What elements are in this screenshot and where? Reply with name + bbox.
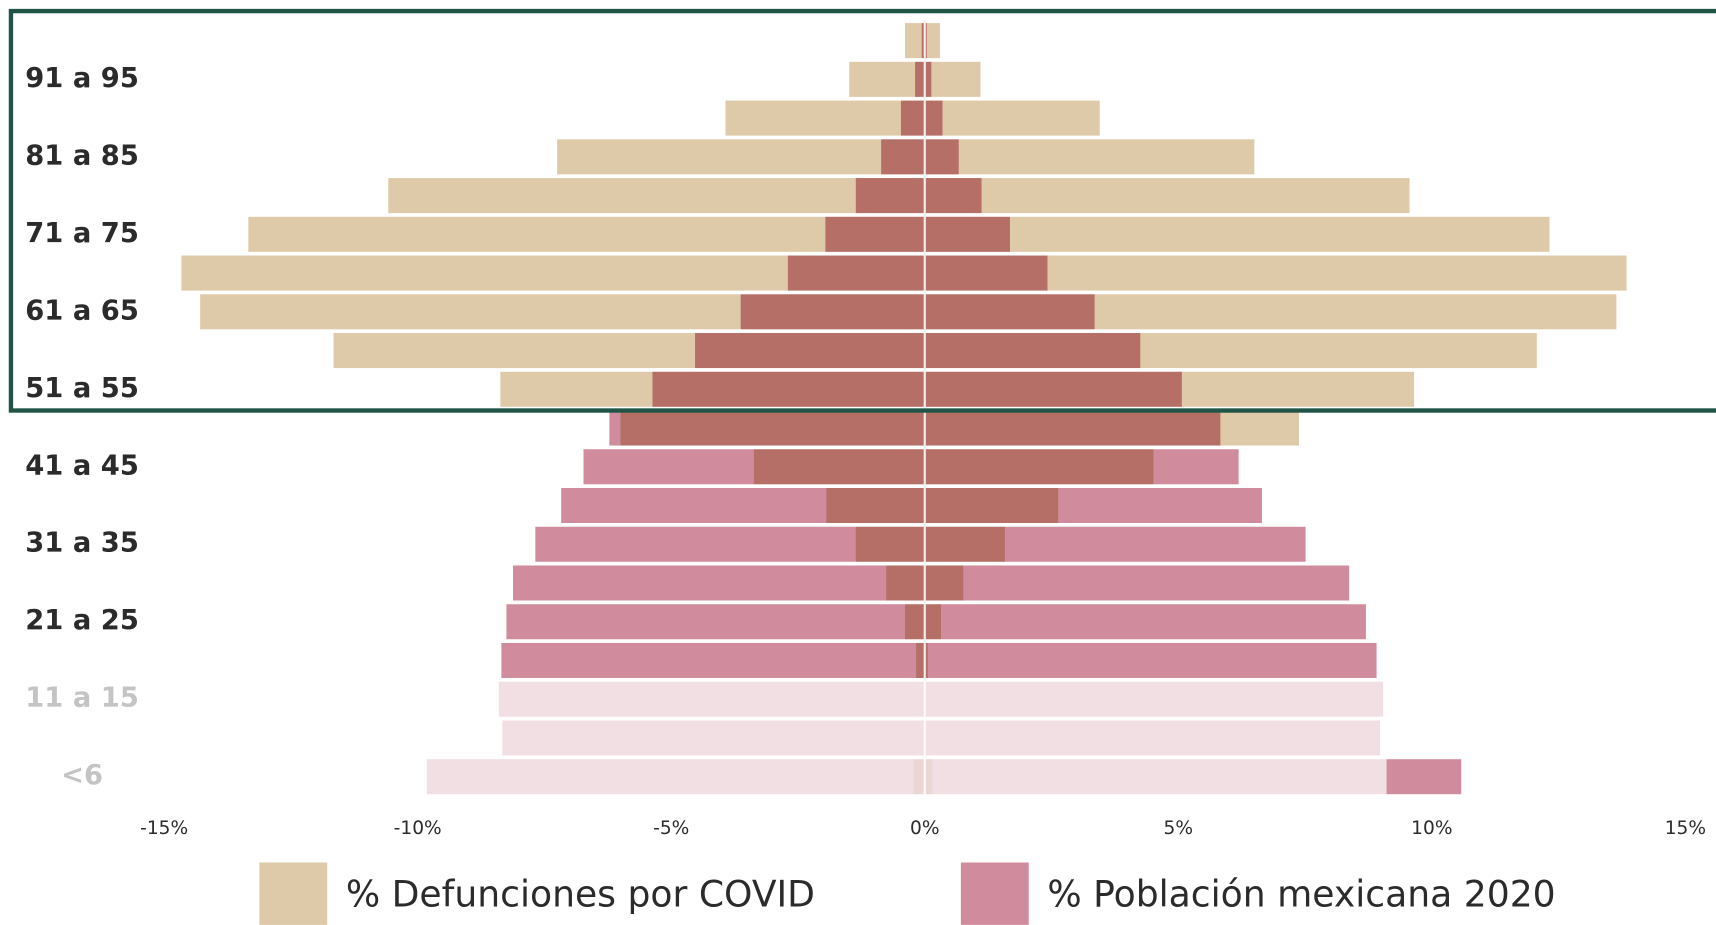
chart: 91 a 95 81 a 85 71 a 75 61 a 65 51 a 55 41 a … — [0, 0, 1716, 925]
legend-swatch — [961, 862, 1029, 924]
bar — [561, 488, 925, 523]
bar — [248, 217, 924, 252]
bar — [609, 411, 924, 446]
bar — [925, 449, 1239, 484]
bar — [925, 139, 1255, 174]
bar — [501, 643, 924, 678]
x-tick-label: -10% — [394, 818, 442, 839]
x-tick-label: -5% — [653, 818, 689, 839]
x-tick-label: 15% — [1665, 818, 1706, 839]
category-label: 81 a 85 — [25, 140, 139, 171]
bar — [725, 101, 924, 136]
bar — [925, 604, 1366, 639]
bar — [925, 372, 1182, 407]
bar — [925, 565, 1349, 600]
category-label: 71 a 75 — [25, 218, 139, 249]
bar — [925, 217, 1550, 252]
fade-overlay — [13, 681, 1386, 801]
bar — [388, 178, 924, 213]
bar — [925, 178, 1410, 213]
bar — [825, 217, 924, 252]
bar — [925, 488, 1262, 523]
category-label: 51 a 55 — [25, 373, 139, 404]
page: {"chart_data": {"type": "pyramid", "cate… — [0, 0, 1716, 925]
bar — [584, 449, 925, 484]
bar — [925, 294, 1095, 329]
bar — [925, 527, 1306, 562]
bar — [849, 62, 925, 97]
bar — [925, 139, 959, 174]
bar — [925, 256, 1048, 291]
bar — [513, 565, 925, 600]
bar — [925, 178, 982, 213]
bar — [915, 62, 925, 97]
bar — [881, 139, 925, 174]
legend-label: % Defunciones por COVID — [346, 872, 815, 915]
bar — [925, 217, 1010, 252]
legend-label: % Población mexicana 2020 — [1047, 872, 1555, 915]
bar — [925, 101, 943, 136]
bar — [856, 178, 925, 213]
bar — [925, 62, 981, 97]
x-tick-label: 5% — [1164, 818, 1193, 839]
category-label: 61 a 65 — [25, 295, 139, 326]
bar — [925, 643, 1377, 678]
x-tick-label: -15% — [140, 818, 188, 839]
bar — [901, 101, 925, 136]
bar — [652, 372, 924, 407]
bar — [535, 527, 924, 562]
x-tick-label: 10% — [1411, 818, 1452, 839]
category-label: 41 a 45 — [25, 450, 139, 481]
bar — [925, 333, 1141, 368]
bar — [695, 333, 925, 368]
bar — [925, 411, 1221, 446]
category-label: 21 a 25 — [25, 605, 139, 636]
bar — [506, 604, 924, 639]
legend-swatch — [259, 862, 327, 924]
bar — [925, 23, 940, 58]
x-tick-label: 0% — [910, 818, 939, 839]
bar — [557, 139, 925, 174]
bar — [741, 294, 925, 329]
bar — [925, 101, 1100, 136]
category-label: 31 a 35 — [25, 528, 139, 559]
category-label: 91 a 95 — [25, 63, 139, 94]
bar — [788, 256, 925, 291]
